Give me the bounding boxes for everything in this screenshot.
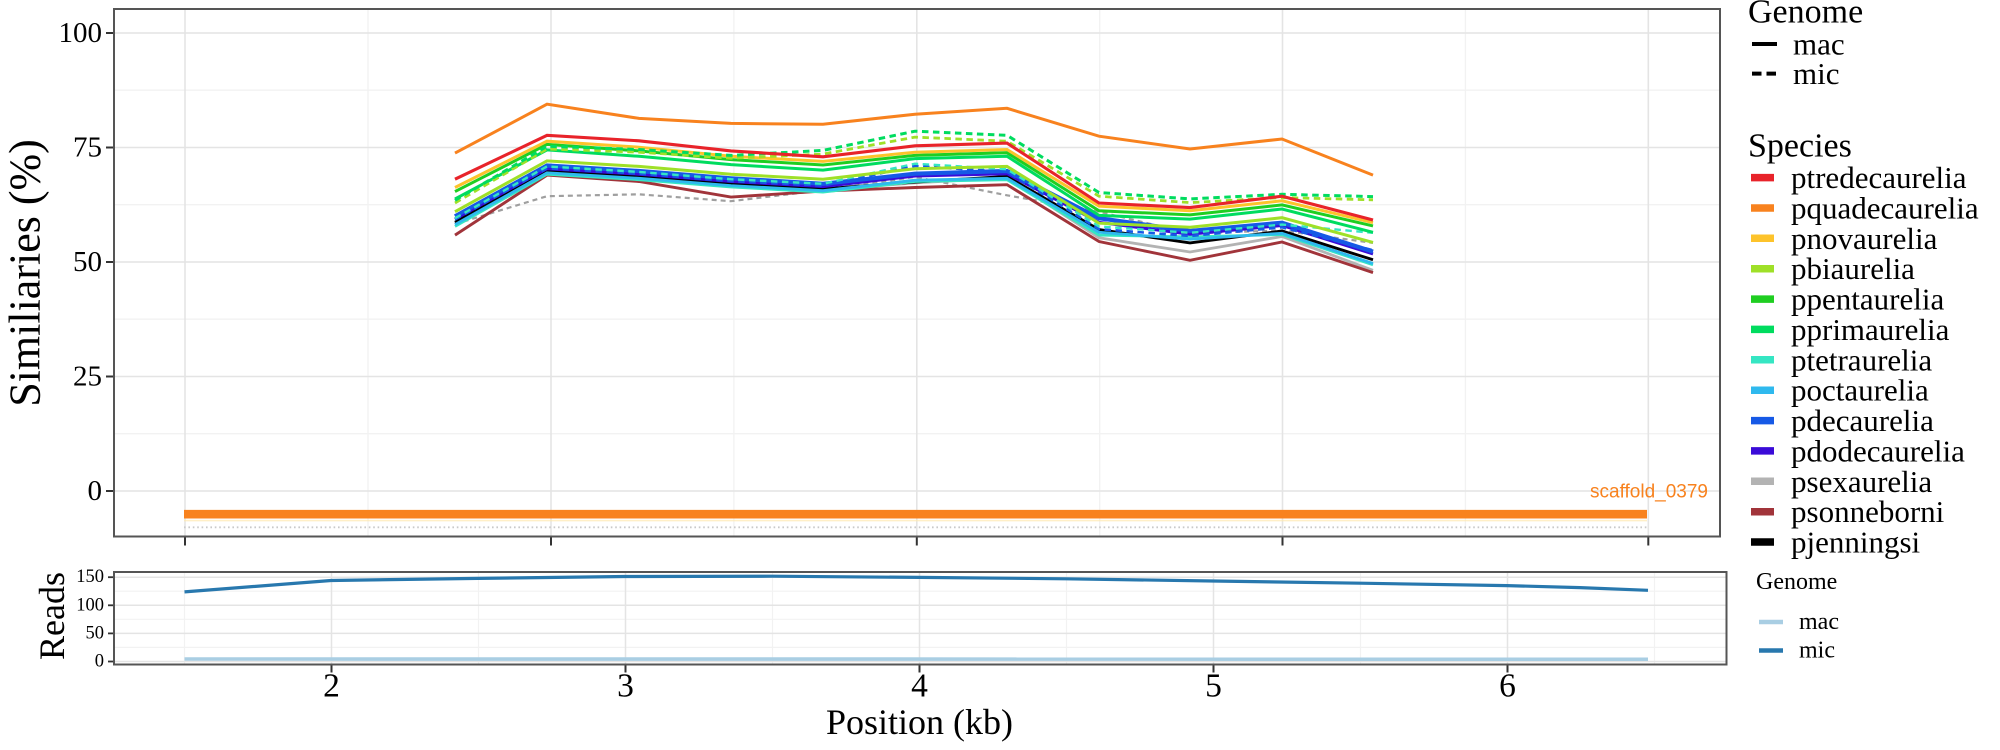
svg-text:50: 50 [86, 623, 105, 643]
svg-text:mic: mic [1793, 56, 1840, 91]
svg-text:pbiaurelia: pbiaurelia [1791, 251, 1915, 286]
svg-text:ppentaurelia: ppentaurelia [1791, 282, 1944, 317]
svg-text:mac: mac [1799, 609, 1839, 635]
svg-text:100: 100 [59, 17, 103, 49]
svg-text:ptetraurelia: ptetraurelia [1791, 342, 1932, 377]
svg-text:pdodecaurelia: pdodecaurelia [1791, 433, 1965, 468]
svg-text:Species: Species [1748, 128, 1852, 165]
svg-text:mic: mic [1799, 638, 1835, 664]
svg-text:0: 0 [95, 652, 104, 672]
svg-text:100: 100 [76, 595, 104, 615]
svg-text:0: 0 [88, 475, 103, 507]
svg-text:pnovaurelia: pnovaurelia [1791, 221, 1938, 256]
svg-text:psexaurelia: psexaurelia [1791, 464, 1932, 499]
svg-text:Genome: Genome [1748, 0, 1863, 31]
svg-text:Similiaries (%): Similiaries (%) [1, 139, 50, 407]
svg-text:Genome: Genome [1756, 569, 1837, 595]
svg-text:3: 3 [617, 668, 634, 705]
svg-text:6: 6 [1499, 668, 1516, 705]
svg-text:75: 75 [73, 132, 102, 164]
svg-text:poctaurelia: poctaurelia [1791, 373, 1929, 408]
svg-text:Reads: Reads [32, 572, 72, 660]
svg-text:psonneborni: psonneborni [1791, 494, 1945, 529]
svg-text:pprimaurelia: pprimaurelia [1791, 312, 1950, 347]
svg-text:150: 150 [76, 567, 104, 587]
svg-text:ptredecaurelia: ptredecaurelia [1791, 160, 1967, 195]
svg-text:5: 5 [1205, 668, 1222, 705]
svg-text:2: 2 [323, 668, 340, 705]
svg-text:Position (kb): Position (kb) [826, 702, 1013, 742]
svg-text:pquadecaurelia: pquadecaurelia [1791, 191, 1979, 226]
svg-text:mac: mac [1793, 27, 1845, 62]
svg-text:pdecaurelia: pdecaurelia [1791, 403, 1934, 438]
svg-text:25: 25 [73, 361, 102, 393]
svg-text:4: 4 [911, 668, 928, 705]
svg-text:50: 50 [73, 246, 102, 278]
svg-text:pjenningsi: pjenningsi [1791, 525, 1921, 560]
svg-text:scaffold_0379: scaffold_0379 [1590, 482, 1708, 503]
